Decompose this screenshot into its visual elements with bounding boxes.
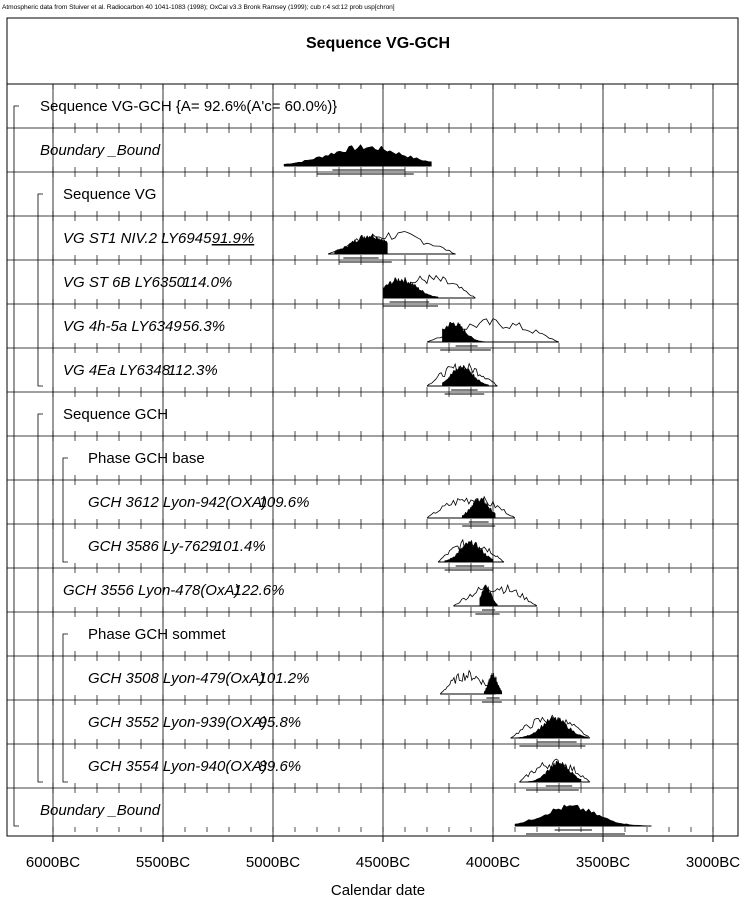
row-label: GCH 3612 Lyon-942(OXA) [88, 494, 267, 511]
row-label: Sequence GCH [63, 406, 168, 423]
posterior-distribution [442, 364, 489, 387]
prior-curve [426, 495, 516, 519]
posterior-distribution [442, 321, 489, 343]
posterior-distribution [382, 276, 439, 299]
row-label: Boundary _Bound [40, 142, 161, 159]
row: Boundary _Bound [7, 127, 738, 175]
row: GCH 3612 Lyon-942(OXA)109.6% [7, 479, 738, 527]
row-label: VG ST 6B LY6350 [63, 274, 186, 291]
x-tick-label: 5000BC [246, 854, 300, 871]
row: Sequence VG-GCH {A= 92.6%(A'c= 60.0%)} [40, 84, 714, 128]
bracket-sequence-gch [37, 413, 43, 783]
row: GCH 3508 Lyon-479(OxA)101.2% [7, 655, 738, 703]
atmospheric-data-note: Atmospheric data from Stuiver et al. Rad… [2, 4, 395, 11]
prior-curve [519, 758, 591, 783]
row: GCH 3556 Lyon-478(OxA)122.6% [7, 567, 738, 615]
agreement-index: 56.3% [183, 318, 226, 335]
posterior-distribution [444, 539, 494, 563]
row: VG ST1 NIV.2 LY6945 91.9% [7, 215, 738, 263]
bracket-phase-gch-sommet [62, 633, 68, 783]
posterior-distribution [283, 144, 432, 167]
outer-border [6, 17, 739, 837]
row: Phase GCH base [7, 435, 738, 480]
agreement-index: 101.2% [259, 670, 310, 687]
agreement-index: 95.8% [259, 714, 302, 731]
row-label: GCH 3586 Ly-7629 [88, 538, 218, 555]
row-label: GCH 3554 Lyon-940(OXA) [88, 758, 267, 775]
row: Boundary _Bound [7, 787, 738, 835]
row: GCH 3554 Lyon-940(OXA)89.6% [7, 743, 738, 791]
posterior-distribution [483, 673, 503, 695]
x-tick-label: 3000BC [686, 854, 740, 871]
x-tick-label: 3500BC [576, 854, 630, 871]
x-tick-label: 4500BC [356, 854, 410, 871]
row-label: VG 4Ea LY6348 [63, 362, 171, 379]
agreement-index: 114.0% [183, 274, 233, 291]
bracket-sequence-vg [37, 193, 43, 387]
agreement-index: 89.6% [259, 758, 302, 775]
agreement-index: 101.4% [215, 538, 266, 555]
row-label: Sequence VG [63, 186, 156, 203]
posterior-distribution [510, 716, 588, 739]
bracket-phase-gch-base [62, 457, 68, 563]
x-axis-label: Calendar date [331, 882, 425, 899]
distribution-rows: Sequence VG-GCH {A= 92.6%(A'c= 60.0%)} Bo… [7, 84, 738, 835]
x-tick-label: 5500BC [136, 854, 190, 871]
prior-curve [439, 669, 496, 695]
posterior-distribution [479, 584, 498, 607]
posterior-distribution [519, 760, 582, 783]
agreement-index: 91.9% [212, 230, 255, 247]
posterior-distribution [514, 804, 652, 827]
row-label: GCH 3508 Lyon-479(OxA) [88, 670, 264, 687]
row: Phase GCH sommet [7, 611, 738, 656]
row-label: Phase GCH base [88, 450, 205, 467]
row: Sequence VG [7, 171, 738, 216]
plot-frame [6, 17, 739, 837]
row-label: Sequence VG-GCH {A= 92.6%(A'c= 60.0%)} [40, 98, 337, 115]
bracket-sequence-vg-gch [13, 105, 19, 827]
row: VG 4h-5a LY6349 56.3% [7, 303, 738, 351]
row: Sequence GCH [7, 391, 738, 436]
posterior-distribution [461, 497, 496, 519]
agreement-index: 122.6% [234, 582, 285, 599]
row-label: GCH 3552 Lyon-939(OXA) [88, 714, 267, 731]
vertical-gridlines [52, 84, 714, 836]
posterior-distribution [334, 232, 388, 255]
row-label: Phase GCH sommet [88, 626, 226, 643]
row-label: VG 4h-5a LY6349 [63, 318, 182, 335]
sequence-brackets [13, 105, 68, 827]
row-label: Boundary _Bound [40, 802, 161, 819]
x-tick-label: 6000BC [26, 854, 80, 871]
agreement-index: 109.6% [259, 494, 310, 511]
row: GCH 3552 Lyon-939(OXA)95.8% [7, 699, 738, 747]
x-axis: 6000BC 5500BC 5000BC 4500BC 4000BC 3500BC 3000… [26, 836, 740, 871]
chart-title: Sequence VG-GCH [306, 35, 450, 52]
row-label: VG ST1 NIV.2 LY6945 [63, 230, 212, 247]
x-tick-label: 4000BC [466, 854, 520, 871]
row-label: GCH 3556 Lyon-478(OxA) [63, 582, 239, 599]
prior-curve [453, 583, 538, 607]
agreement-index: 112.3% [168, 362, 218, 379]
